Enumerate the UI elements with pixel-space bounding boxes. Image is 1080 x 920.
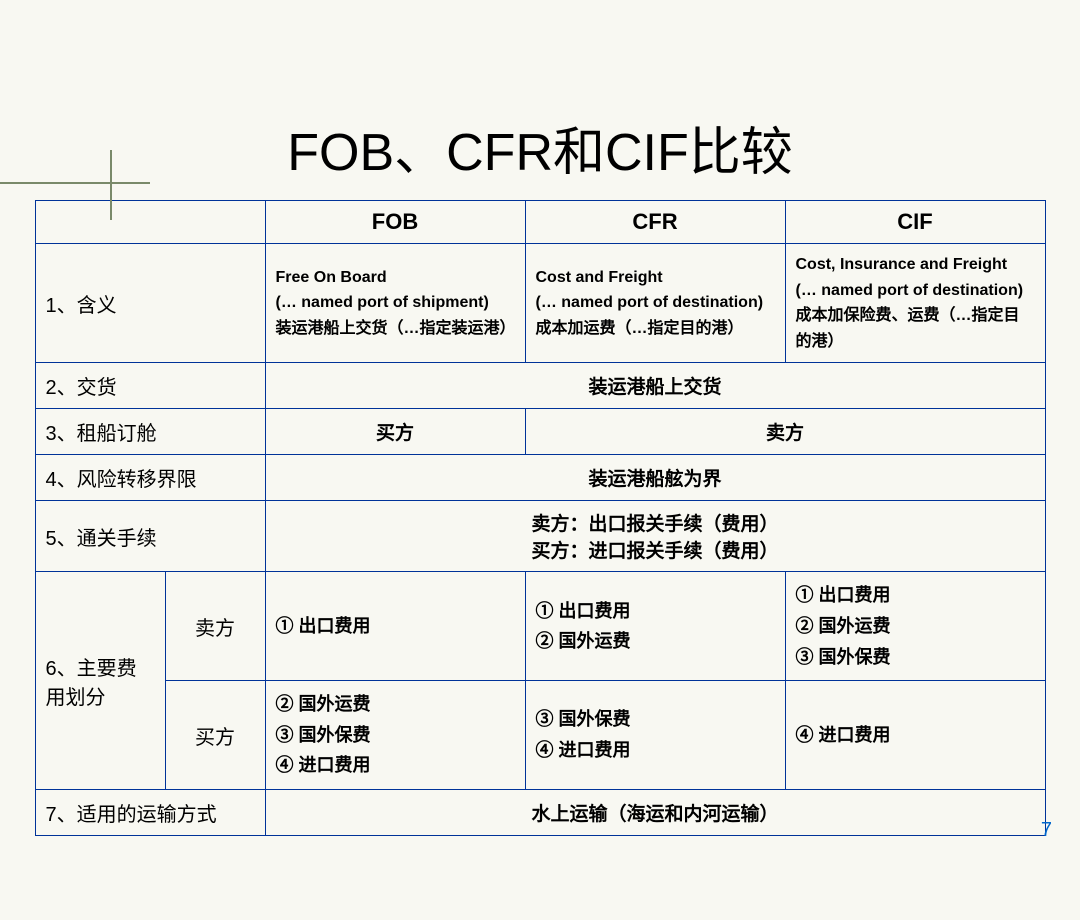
row-label: 7、适用的运输方式 xyxy=(35,789,265,835)
cell-seller-fob: ① 出口费用 xyxy=(265,572,525,681)
row-charter: 3、租船订舱 买方 卖方 xyxy=(35,409,1045,455)
row-transport: 7、适用的运输方式 水上运输（海运和内河运输） xyxy=(35,789,1045,835)
sublabel-seller: 卖方 xyxy=(165,572,265,681)
cell-buyer-cif: ④ 进口费用 xyxy=(785,681,1045,790)
row-label: 6、主要费用划分 xyxy=(35,572,165,790)
row-label: 2、交货 xyxy=(35,363,265,409)
cell-delivery: 装运港船上交货 xyxy=(265,363,1045,409)
header-fob: FOB xyxy=(265,201,525,244)
row-label: 1、含义 xyxy=(35,244,265,363)
row-delivery: 2、交货 装运港船上交货 xyxy=(35,363,1045,409)
row-cost-seller: 6、主要费用划分 卖方 ① 出口费用 ① 出口费用② 国外运费 ① 出口费用② … xyxy=(35,572,1045,681)
cell-cif-meaning: Cost, Insurance and Freight(… named port… xyxy=(785,244,1045,363)
slide-title: FOB、CFR和CIF比较 xyxy=(0,110,1080,185)
cell-transport: 水上运输（海运和内河运输） xyxy=(265,789,1045,835)
row-label: 5、通关手续 xyxy=(35,501,265,572)
row-cost-buyer: 买方 ② 国外运费③ 国外保费④ 进口费用 ③ 国外保费④ 进口费用 ④ 进口费… xyxy=(35,681,1045,790)
cell-charter-rest: 卖方 xyxy=(525,409,1045,455)
table-header-row: FOB CFR CIF xyxy=(35,201,1045,244)
page-number: 7 xyxy=(1041,819,1052,842)
row-label: 4、风险转移界限 xyxy=(35,455,265,501)
cell-risk: 装运港船舷为界 xyxy=(265,455,1045,501)
cell-customs: 卖方：出口报关手续（费用） 买方：进口报关手续（费用） xyxy=(265,501,1045,572)
row-label: 3、租船订舱 xyxy=(35,409,265,455)
row-customs: 5、通关手续 卖方：出口报关手续（费用） 买方：进口报关手续（费用） xyxy=(35,501,1045,572)
header-cfr: CFR xyxy=(525,201,785,244)
cell-buyer-fob: ② 国外运费③ 国外保费④ 进口费用 xyxy=(265,681,525,790)
customs-seller: 卖方：出口报关手续（费用） xyxy=(276,509,1035,536)
cell-fob-meaning: Free On Board(… named port of shipment)装… xyxy=(265,244,525,363)
row-meaning: 1、含义 Free On Board(… named port of shipm… xyxy=(35,244,1045,363)
cell-seller-cif: ① 出口费用② 国外运费③ 国外保费 xyxy=(785,572,1045,681)
cell-buyer-cfr: ③ 国外保费④ 进口费用 xyxy=(525,681,785,790)
header-cif: CIF xyxy=(785,201,1045,244)
header-empty xyxy=(35,201,265,244)
row-risk: 4、风险转移界限 装运港船舷为界 xyxy=(35,455,1045,501)
cell-cfr-meaning: Cost and Freight(… named port of destina… xyxy=(525,244,785,363)
sublabel-buyer: 买方 xyxy=(165,681,265,790)
cell-seller-cfr: ① 出口费用② 国外运费 xyxy=(525,572,785,681)
cell-charter-fob: 买方 xyxy=(265,409,525,455)
comparison-table: FOB CFR CIF 1、含义 Free On Board(… named p… xyxy=(35,200,1046,836)
customs-buyer: 买方：进口报关手续（费用） xyxy=(276,536,1035,563)
